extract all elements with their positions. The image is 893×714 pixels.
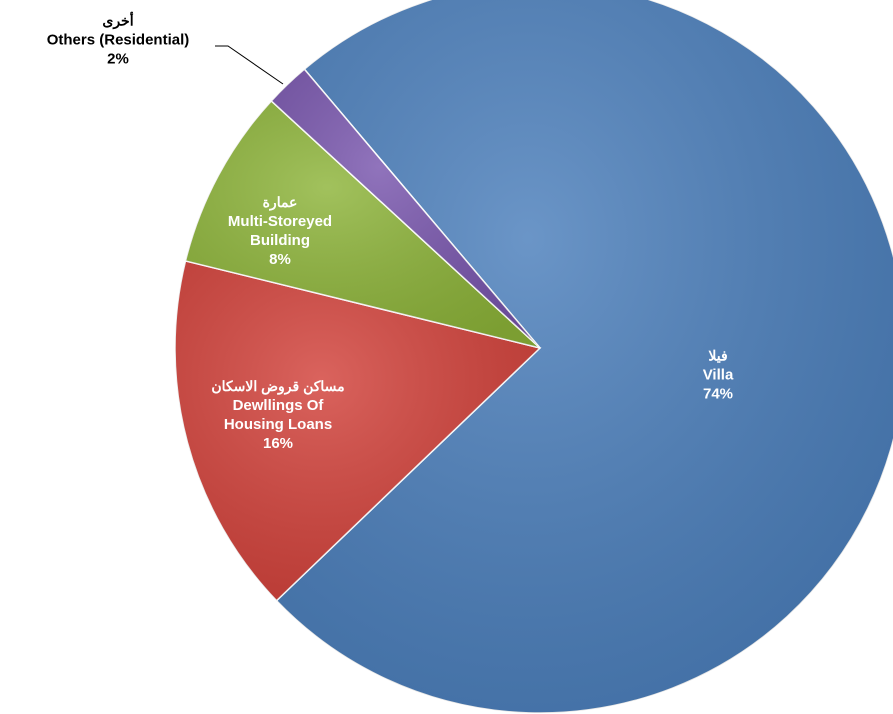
slice-label: عمارة Multi-Storeyed Building 8% (205, 193, 355, 269)
slice-shade (185, 100, 540, 348)
category-label: Villa (702, 366, 734, 384)
slice-label: أخرى Others (Residential) 2% (47, 12, 190, 69)
category-label: Dewllings Of Housing Loans (223, 397, 333, 433)
slice-shade (276, 0, 893, 713)
category-label: Multi-Storeyed Building (227, 213, 333, 249)
arabic-label: أخرى (102, 12, 134, 29)
arabic-label: فيلا (708, 347, 728, 364)
leader-line (215, 45, 284, 85)
slice-shade (175, 260, 540, 601)
slice-shade (271, 69, 540, 348)
arabic-label: مساكن قروض الاسكان (211, 378, 345, 394)
category-label: Others (Residential) (46, 31, 190, 49)
slice-label: مساكن قروض الاسكان Dewllings Of Housing L… (203, 377, 353, 453)
value-label: 2% (107, 50, 129, 68)
value-label: 16% (262, 435, 294, 452)
slices (174, 0, 893, 714)
slice-label: فيلا Villa 74% (643, 347, 793, 404)
value-label: 74% (702, 385, 734, 403)
arabic-label: عمارة (262, 194, 298, 210)
value-label: 8% (269, 251, 291, 268)
